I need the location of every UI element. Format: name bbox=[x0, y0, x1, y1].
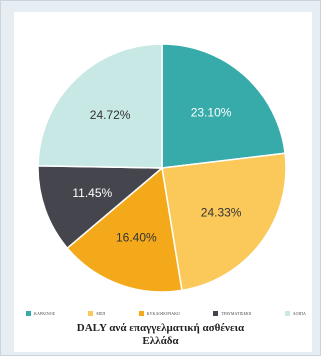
slice-label: 16.40% bbox=[116, 230, 157, 244]
slice-label: 24.72% bbox=[90, 108, 131, 122]
chart-caption: DALY ανά επαγγελματική ασθένεια Ελλάδα bbox=[0, 322, 321, 348]
pie-slice-μσπ bbox=[161, 152, 287, 292]
pie-slice-λοιπα bbox=[37, 43, 163, 169]
legend-label: ΜΣΠ bbox=[96, 311, 106, 316]
chart-legend: ΚΑΡΚΙΝΟΣ ΜΣΠ ΚΥΚΛΟΦΟΡΙΑΚΟ ΤΡΑΥΜΑΤΙΣΜΟΙ ΛΟΙΠΑ bbox=[26, 311, 306, 316]
legend-label: ΤΡΑΥΜΑΤΙΣΜΟΙ bbox=[221, 311, 252, 316]
pie-slice-τραυματισμοι bbox=[37, 165, 165, 250]
slice-label: 23.10% bbox=[191, 106, 232, 120]
legend-swatch bbox=[88, 311, 94, 316]
legend-item: ΚΥΚΛΟΦΟΡΙΑΚΟ bbox=[138, 311, 180, 316]
legend-label: ΚΥΚΛΟΦΟΡΙΑΚΟ bbox=[146, 311, 180, 316]
pie-labels: 23.10% 24.33% 16.40% 11.45% 24.72% bbox=[72, 106, 241, 245]
legend-swatch bbox=[138, 311, 144, 316]
chart-subtitle: Ελλάδα bbox=[142, 335, 179, 347]
legend-label: ΚΑΡΚΙΝΟΣ bbox=[34, 311, 56, 316]
slice-label: 24.33% bbox=[201, 205, 242, 219]
chart-title: DALY ανά επαγγελματική ασθένεια bbox=[76, 322, 245, 334]
legend-item: ΤΡΑΥΜΑΤΙΣΜΟΙ bbox=[213, 311, 252, 316]
pie-slices bbox=[37, 43, 287, 293]
legend-item: ΚΑΡΚΙΝΟΣ bbox=[26, 311, 55, 316]
legend-item: ΜΣΠ bbox=[88, 311, 105, 316]
legend-label: ΛΟΙΠΑ bbox=[292, 311, 306, 316]
pie-slice-καρκινος bbox=[161, 43, 286, 169]
legend-swatch bbox=[284, 311, 290, 316]
legend-swatch bbox=[213, 311, 218, 316]
legend-item: ΛΟΙΠΑ bbox=[284, 311, 306, 316]
pie-slice-κυκλοφοριακο bbox=[66, 166, 183, 293]
legend-swatch bbox=[26, 311, 31, 316]
slice-label: 11.45% bbox=[72, 186, 112, 200]
